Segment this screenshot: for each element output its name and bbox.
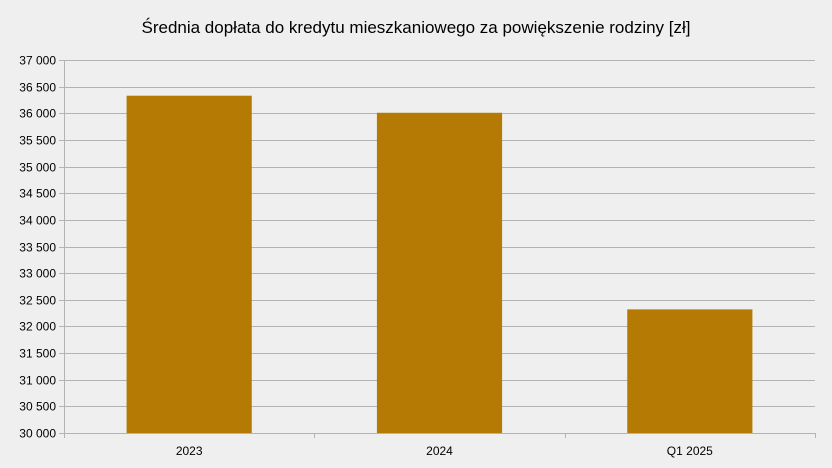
y-tick-label: 37 000	[19, 54, 56, 68]
y-tick-label: 35 000	[19, 161, 56, 175]
y-tick-label: 33 000	[19, 267, 56, 281]
y-tick-label: 32 000	[19, 320, 56, 334]
y-tick-label: 33 500	[19, 241, 56, 255]
x-tick-label: 2023	[176, 444, 203, 458]
y-tick-label: 30 000	[19, 427, 56, 441]
bar	[627, 309, 753, 433]
y-tick-label: 30 500	[19, 400, 56, 414]
y-tick-label: 36 000	[19, 107, 56, 121]
x-tick-label: Q1 2025	[667, 444, 713, 458]
chart-title: Średnia dopłata do kredytu mieszkanioweg…	[141, 18, 691, 37]
y-tick-label: 32 500	[19, 294, 56, 308]
y-tick-label: 35 500	[19, 134, 56, 148]
y-tick-label: 31 000	[19, 374, 56, 388]
y-tick-label: 34 500	[19, 187, 56, 201]
y-tick-label: 31 500	[19, 347, 56, 361]
y-tick-label: 36 500	[19, 81, 56, 95]
bar	[126, 95, 252, 434]
bar	[376, 112, 503, 433]
y-tick-label: 34 000	[19, 214, 56, 228]
x-tick-label: 2024	[426, 444, 453, 458]
